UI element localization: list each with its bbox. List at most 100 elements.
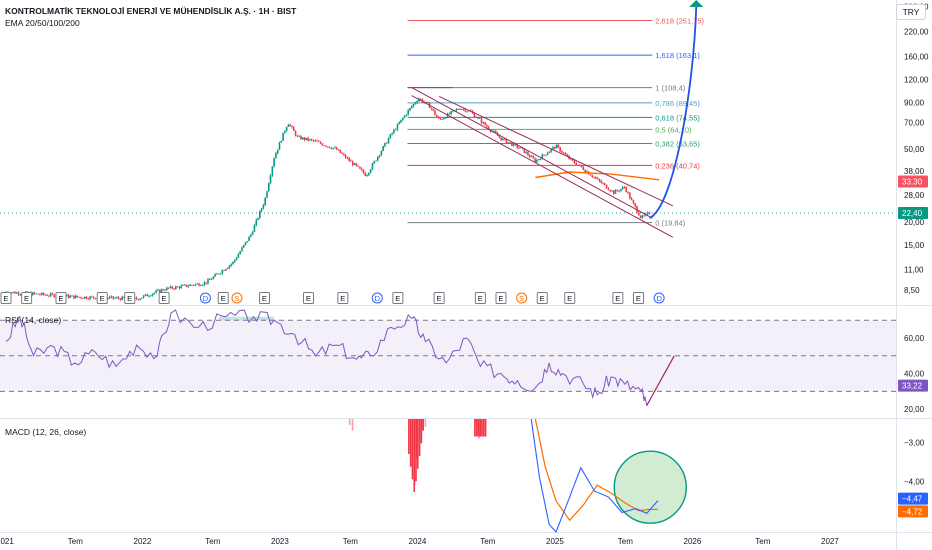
- candle-body: [225, 269, 227, 271]
- candle-body: [604, 183, 606, 185]
- candle-body: [12, 291, 14, 293]
- candle-body: [192, 285, 195, 286]
- candle-body: [151, 293, 154, 296]
- event-marker-label: E: [24, 294, 29, 303]
- rsi-pane[interactable]: [0, 309, 896, 406]
- fib-level-label: 1 (108,4): [655, 84, 686, 93]
- candle-body: [480, 118, 483, 124]
- price-axis-tick-label: 90,00: [904, 98, 925, 107]
- candle-body: [384, 142, 386, 147]
- candle-body: [69, 295, 72, 298]
- candle-body: [53, 294, 56, 298]
- macd-histogram-bar: [484, 419, 487, 437]
- candle-body: [629, 192, 631, 199]
- candle-body: [164, 290, 166, 291]
- candle-body: [187, 286, 190, 287]
- candle-body: [559, 146, 561, 152]
- candle-body: [359, 166, 361, 169]
- time-axis-tick-label: Tem: [205, 537, 220, 546]
- candle-body: [457, 109, 460, 110]
- event-marker-circle: [371, 292, 383, 304]
- rsi-axis-tick-label: 20,00: [904, 405, 925, 414]
- candle-body: [237, 254, 240, 258]
- candle-body: [40, 292, 43, 295]
- candle-body: [275, 153, 277, 159]
- candle-body: [441, 119, 443, 121]
- price-axis-tick-label: 160,00: [904, 53, 929, 62]
- candle-body: [44, 294, 47, 296]
- time-axis-tick-label: 2024: [409, 537, 427, 546]
- candle-body: [461, 109, 463, 110]
- candle-body: [325, 145, 327, 147]
- candle-body: [382, 146, 384, 151]
- candle-body: [466, 111, 468, 113]
- candle-body: [326, 146, 329, 148]
- candle-body: [166, 287, 168, 291]
- candle-body: [178, 286, 181, 289]
- macd-indicator-legend[interactable]: MACD (12, 26, close): [5, 427, 87, 437]
- ema-indicator-legend[interactable]: EMA 20/50/100/200: [5, 18, 80, 28]
- macd-axis-tick-label: −4,00: [904, 477, 925, 486]
- candle-body: [346, 157, 349, 159]
- candle-body: [407, 110, 409, 115]
- event-marker-label: E: [262, 294, 267, 303]
- macd-pane[interactable]: [348, 418, 687, 534]
- candle-body: [593, 176, 595, 178]
- candle-body: [543, 154, 545, 156]
- candle-body: [335, 147, 338, 150]
- rsi-indicator-legend[interactable]: RSI (14, close): [5, 315, 62, 325]
- time-axis-tick-label: Tem: [618, 537, 633, 546]
- event-marker-label: E: [127, 294, 132, 303]
- event-marker-box: [124, 292, 136, 304]
- candle-body: [589, 174, 592, 176]
- candle-body: [598, 178, 601, 181]
- fib-level-label: 0 (19,84): [655, 219, 686, 228]
- candle-body: [511, 142, 513, 146]
- macd-value-box: [898, 505, 928, 518]
- time-axis-tick-label: Tem: [755, 537, 770, 546]
- event-marker-box: [303, 292, 314, 304]
- candle-body: [208, 279, 211, 281]
- candle-body: [264, 197, 266, 206]
- candle-body: [341, 152, 343, 154]
- candle-body: [116, 297, 118, 299]
- candle-body: [309, 139, 311, 141]
- candle-body: [512, 143, 515, 146]
- event-marker-circle: [199, 292, 211, 304]
- candle-body: [478, 117, 481, 119]
- candle-body: [46, 294, 48, 296]
- price-axis-tick-label: 120,00: [904, 75, 929, 84]
- time-axis-tick-label: Tem: [480, 537, 495, 546]
- candle-body: [477, 117, 479, 119]
- candle-body: [545, 154, 547, 156]
- candle-body: [217, 273, 220, 275]
- candle-body: [153, 292, 156, 294]
- candle-body: [230, 263, 233, 266]
- symbol-title[interactable]: KONTROLMATİK TEKNOLOJİ ENERJİ VE MÜHENDİ…: [5, 6, 297, 16]
- event-marker-label: D: [375, 294, 381, 303]
- candle-body: [121, 296, 123, 301]
- candle-body: [314, 140, 317, 142]
- macd-signal-line: [534, 418, 658, 522]
- price-pane[interactable]: 2,618 (251,75) 1,618 (163,1) 1 (108,4) 0,78…: [0, 0, 896, 304]
- candle-body: [586, 171, 588, 173]
- currency-button[interactable]: TRY: [896, 4, 926, 20]
- rsi-band-fill: [0, 320, 896, 392]
- candle-body: [484, 122, 486, 126]
- candle-body: [618, 190, 620, 192]
- candle-body: [507, 142, 510, 144]
- macd-histogram-bar: [348, 419, 351, 425]
- candle-body: [578, 165, 581, 166]
- fib-level-label: 0,618 (74,55): [655, 113, 700, 122]
- candle-body: [162, 289, 165, 291]
- candle-body: [266, 191, 268, 198]
- candle-body: [373, 161, 376, 164]
- candle-body: [334, 147, 336, 149]
- event-marker-box: [392, 292, 404, 304]
- macd-value-label: −4,47: [902, 495, 923, 504]
- candle-body: [271, 166, 274, 176]
- candle-body: [207, 279, 209, 284]
- candle-body: [528, 155, 531, 158]
- event-marker-label: E: [498, 294, 503, 303]
